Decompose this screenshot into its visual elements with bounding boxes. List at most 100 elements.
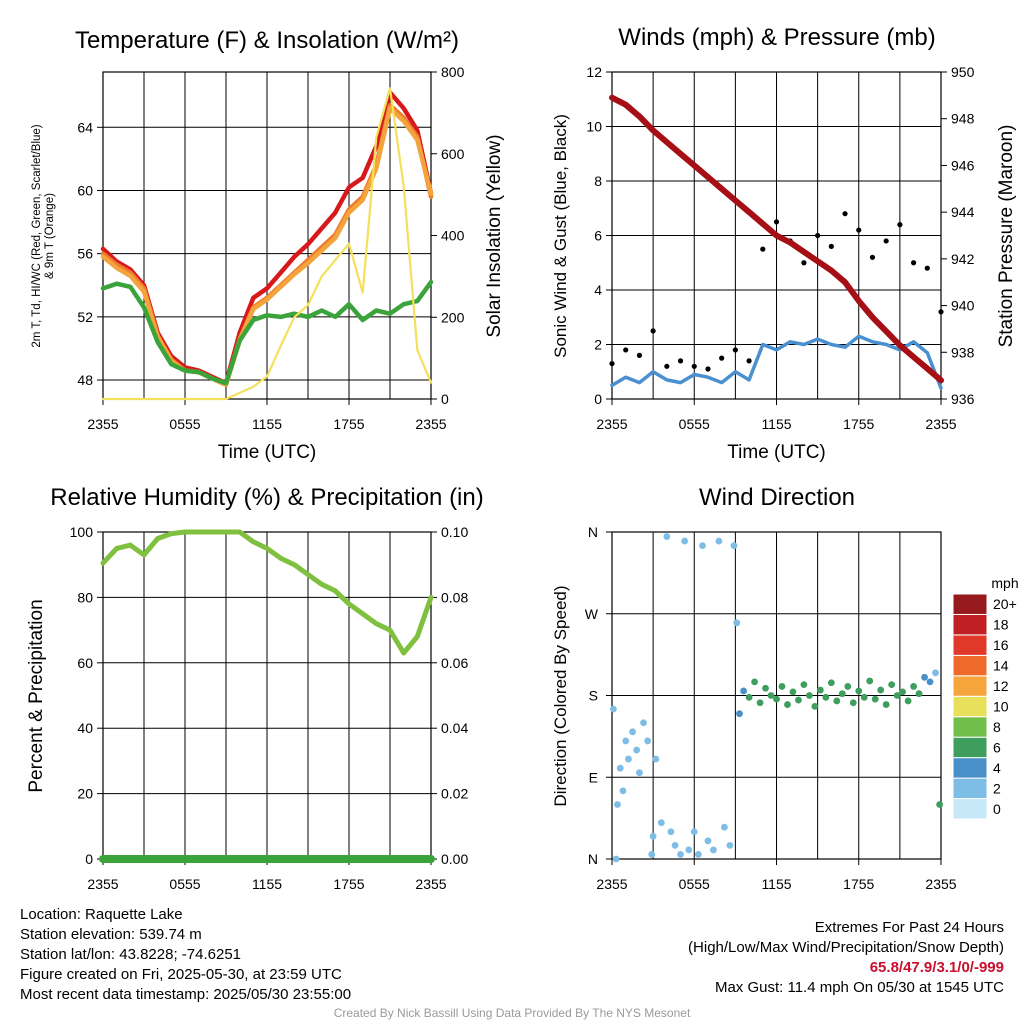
x-tick-label: 1755 — [843, 416, 874, 432]
y-tick-label: 6 — [594, 228, 602, 244]
gust-point — [897, 222, 903, 228]
direction-point — [726, 841, 734, 849]
y-tick-label: 60 — [77, 655, 93, 671]
colorbar-label: 6 — [993, 739, 1001, 755]
direction-point — [860, 693, 868, 701]
y-tick-label: 80 — [77, 589, 93, 605]
y-tick-label: 8 — [594, 173, 602, 189]
direction-point — [652, 755, 660, 763]
gust-point — [746, 358, 752, 364]
x-tick-label: 0555 — [679, 416, 710, 432]
figure-created: Figure created on Fri, 2025-05-30, at 23… — [20, 966, 342, 983]
x-tick-label: 2355 — [87, 876, 118, 892]
gust-point — [910, 260, 917, 266]
colorbar-label: 8 — [993, 719, 1001, 735]
y-tick-label: 0 — [594, 391, 602, 407]
gust-point — [801, 260, 807, 266]
direction-point — [838, 690, 846, 698]
direction-point — [822, 693, 830, 701]
direction-point — [694, 851, 702, 858]
x-tick-label: 1155 — [252, 416, 282, 432]
gust-point — [938, 309, 944, 315]
direction-point — [784, 701, 791, 708]
colorbar-bin — [952, 613, 988, 636]
y2-tick-label: 948 — [951, 111, 975, 127]
direction-point — [893, 692, 901, 699]
direction-point — [844, 683, 852, 690]
direction-point — [625, 755, 632, 763]
y2-tick-label: 938 — [951, 344, 975, 360]
y-tick-label: S — [589, 688, 598, 704]
colorbar-label: 18 — [993, 617, 1009, 633]
x-tick-label: 2355 — [596, 876, 627, 892]
direction-point — [762, 684, 769, 692]
y2-tick-label: 400 — [441, 228, 465, 244]
y-tick-label: 64 — [77, 119, 93, 135]
colorbar-label: 16 — [993, 637, 1009, 653]
colorbar-bin — [952, 634, 988, 656]
gust-point — [664, 363, 670, 369]
direction-point — [622, 737, 630, 745]
series-solar — [101, 87, 433, 401]
direction-point — [932, 669, 939, 677]
direction-point — [614, 801, 621, 808]
gust-point — [719, 355, 725, 361]
direction-point — [629, 728, 636, 736]
direction-point — [751, 678, 758, 686]
station-latlon: Station lat/lon: 43.8228; -74.6251 — [20, 946, 242, 963]
gust-point — [705, 366, 711, 372]
x-tick-label: 0555 — [169, 416, 200, 432]
y2-tick-label: 0.10 — [441, 524, 468, 540]
x-tick-label: 1755 — [333, 876, 364, 892]
gust-point — [869, 254, 876, 260]
x-tick-label: 1755 — [333, 416, 364, 432]
colorbar-bin — [952, 798, 988, 820]
direction-point — [704, 837, 712, 845]
gust-point — [677, 358, 684, 364]
x-tick-label: 2355 — [87, 416, 118, 432]
x-tick-label: 1755 — [843, 876, 874, 892]
colorbar-bin — [952, 695, 988, 718]
y2-tick-label: 936 — [951, 391, 975, 407]
direction-point — [699, 542, 706, 550]
y-tick-label: 4 — [594, 282, 602, 298]
direction-point — [827, 679, 835, 687]
colorbar-bin — [952, 777, 988, 800]
direction-point — [849, 699, 857, 707]
panel-title: Temperature (F) & Insolation (W/m²) — [75, 27, 459, 54]
direction-point — [866, 677, 874, 685]
x-tick-label: 1155 — [761, 876, 791, 892]
y-axis-label: 2m T, Td, HI/WC (Red, Green, Scarlet/Blu… — [31, 124, 43, 347]
y2-tick-label: 0.04 — [441, 720, 468, 736]
direction-point — [648, 851, 656, 858]
x-axis-label: Time (UTC) — [727, 442, 826, 463]
direction-point — [721, 823, 728, 831]
direction-point — [882, 701, 890, 708]
x-axis-label: Time (UTC) — [218, 442, 317, 463]
gust-point — [609, 360, 615, 367]
direction-point — [855, 687, 863, 695]
direction-point — [616, 764, 624, 772]
direction-point — [636, 769, 643, 777]
y-tick-label: N — [588, 851, 598, 867]
y-axis-label: Percent & Precipitation — [26, 599, 47, 792]
gust-point — [691, 363, 697, 369]
y2-tick-label: 944 — [951, 204, 975, 220]
direction-point — [685, 846, 693, 854]
direction-point — [921, 673, 928, 681]
direction-point — [733, 619, 741, 627]
y2-tick-label: 600 — [441, 146, 465, 162]
gust-point — [842, 211, 848, 217]
x-tick-label: 2355 — [925, 876, 956, 892]
gust-point — [828, 243, 834, 249]
station-location: Location: Raquette Lake — [20, 906, 183, 923]
direction-point — [795, 696, 802, 704]
direction-point — [789, 688, 797, 696]
direction-point — [657, 819, 665, 827]
direction-point — [633, 746, 641, 754]
colorbar-label: 10 — [993, 699, 1009, 715]
gust-point — [924, 265, 930, 271]
y-tick-label: 48 — [77, 372, 93, 388]
y-tick-label: 52 — [77, 309, 93, 325]
direction-point — [877, 686, 885, 694]
